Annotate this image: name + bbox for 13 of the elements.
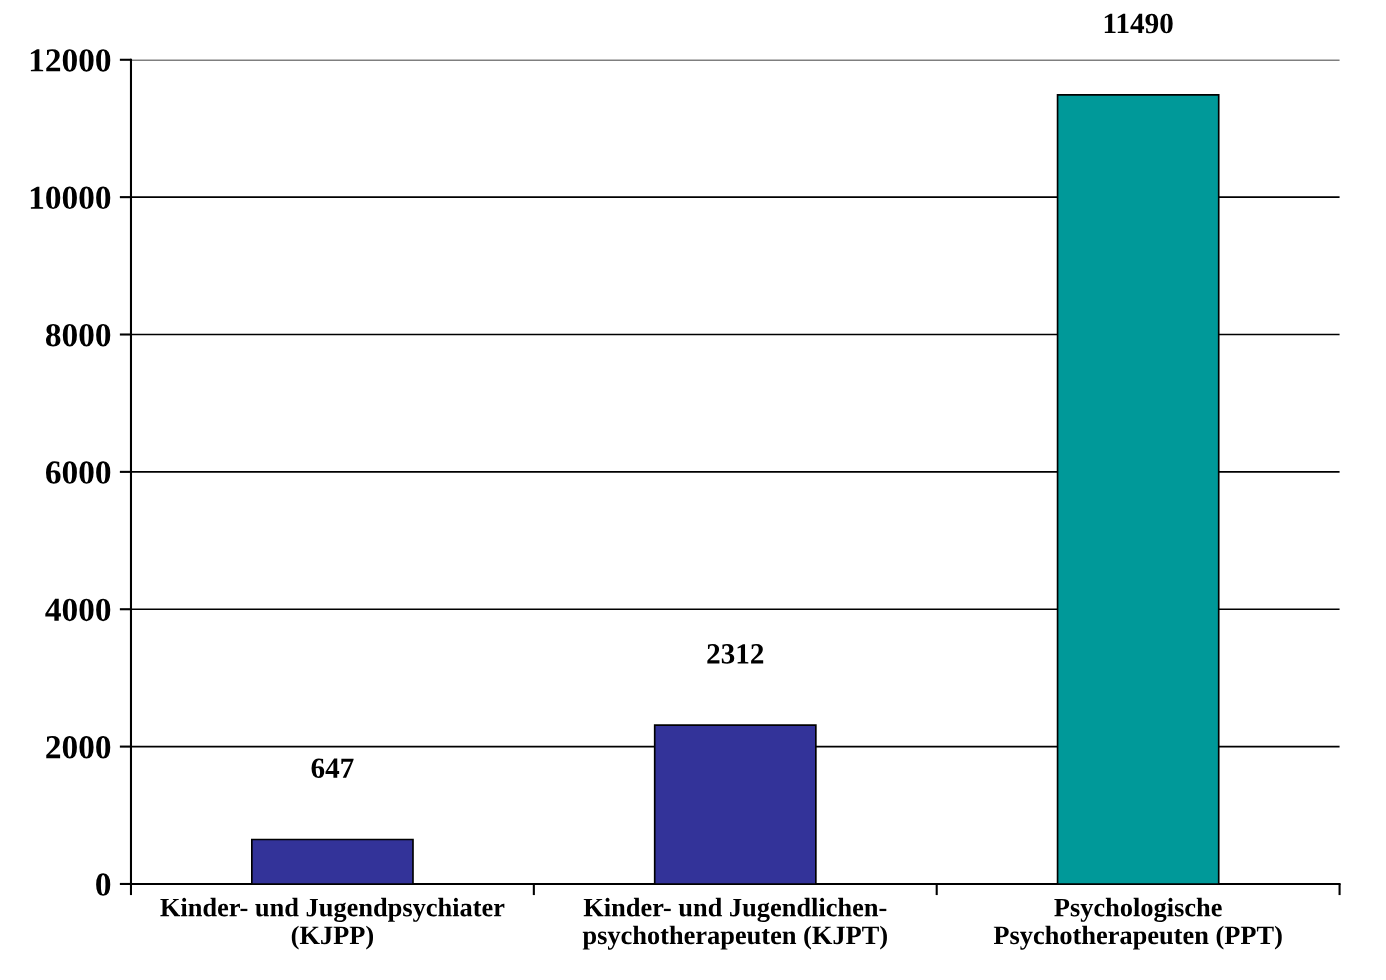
y-tick-label: 8000 xyxy=(45,323,111,347)
y-tick-label: 6000 xyxy=(46,461,111,484)
y-tick-label: 0 xyxy=(96,873,111,896)
x-tick-label: Psychologische Psychotherapeuten (PPT) xyxy=(993,897,1282,950)
y-tick-label: 2000 xyxy=(46,736,111,759)
data-label: 2312 xyxy=(707,644,764,664)
y-tick-label: 4000 xyxy=(45,598,111,622)
x-tick-label: Kinder- und Jugendpsychiater (KJPP) xyxy=(160,897,505,950)
data-label: 647 xyxy=(311,758,354,779)
x-tick-label: Kinder- und Jugendlichen- psychotherapeuten (KJPT) xyxy=(582,897,887,950)
y-tick-label: 12000 xyxy=(30,49,111,72)
y-tick-label: 10000 xyxy=(30,186,111,210)
data-label: 11490 xyxy=(1104,13,1173,34)
